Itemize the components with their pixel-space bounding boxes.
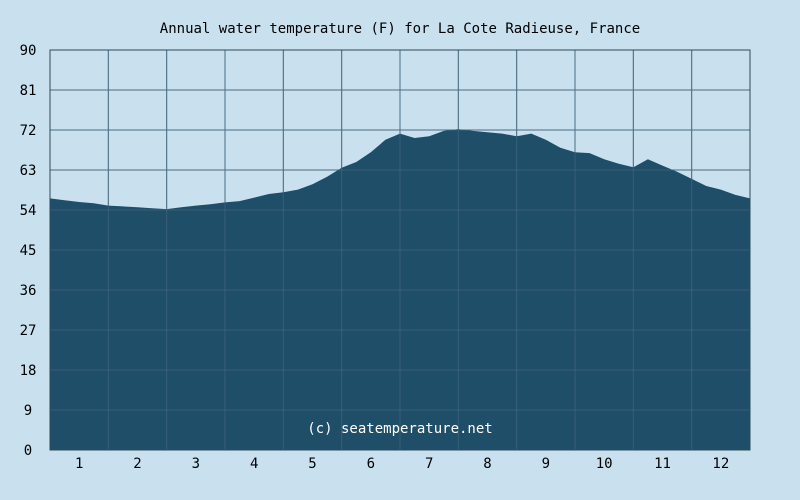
y-tick-label: 9 bbox=[24, 403, 32, 419]
y-tick-label: 18 bbox=[20, 363, 37, 379]
x-tick-label: 4 bbox=[250, 456, 258, 472]
y-tick-label: 81 bbox=[20, 83, 37, 99]
x-tick-label: 5 bbox=[308, 456, 316, 472]
y-tick-label: 72 bbox=[20, 123, 37, 139]
x-axis-ticks: 1 2 3 4 5 6 7 8 9 10 11 12 bbox=[75, 456, 729, 472]
x-tick-label: 9 bbox=[542, 456, 550, 472]
x-tick-label: 10 bbox=[596, 456, 613, 472]
y-tick-label: 90 bbox=[20, 43, 37, 59]
x-tick-label: 8 bbox=[483, 456, 491, 472]
x-tick-label: 2 bbox=[133, 456, 141, 472]
x-tick-label: 6 bbox=[367, 456, 375, 472]
x-tick-label: 12 bbox=[712, 456, 729, 472]
x-tick-label: 7 bbox=[425, 456, 433, 472]
y-tick-label: 27 bbox=[20, 323, 37, 339]
plot-frame bbox=[49, 49, 751, 451]
y-tick-label: 45 bbox=[20, 243, 37, 259]
chart-title: Annual water temperature (F) for La Cote… bbox=[160, 21, 640, 37]
plot-border bbox=[49, 49, 751, 451]
x-tick-label: 3 bbox=[192, 456, 200, 472]
y-axis-ticks: 0 9 18 27 36 45 54 63 72 81 90 bbox=[20, 43, 37, 459]
x-tick-label: 11 bbox=[654, 456, 671, 472]
y-tick-label: 0 bbox=[24, 443, 32, 459]
y-tick-label: 54 bbox=[20, 203, 37, 219]
watermark-text: (c) seatemperature.net bbox=[307, 421, 492, 437]
y-tick-label: 36 bbox=[20, 283, 37, 299]
x-tick-label: 1 bbox=[75, 456, 83, 472]
y-tick-label: 63 bbox=[20, 163, 37, 179]
